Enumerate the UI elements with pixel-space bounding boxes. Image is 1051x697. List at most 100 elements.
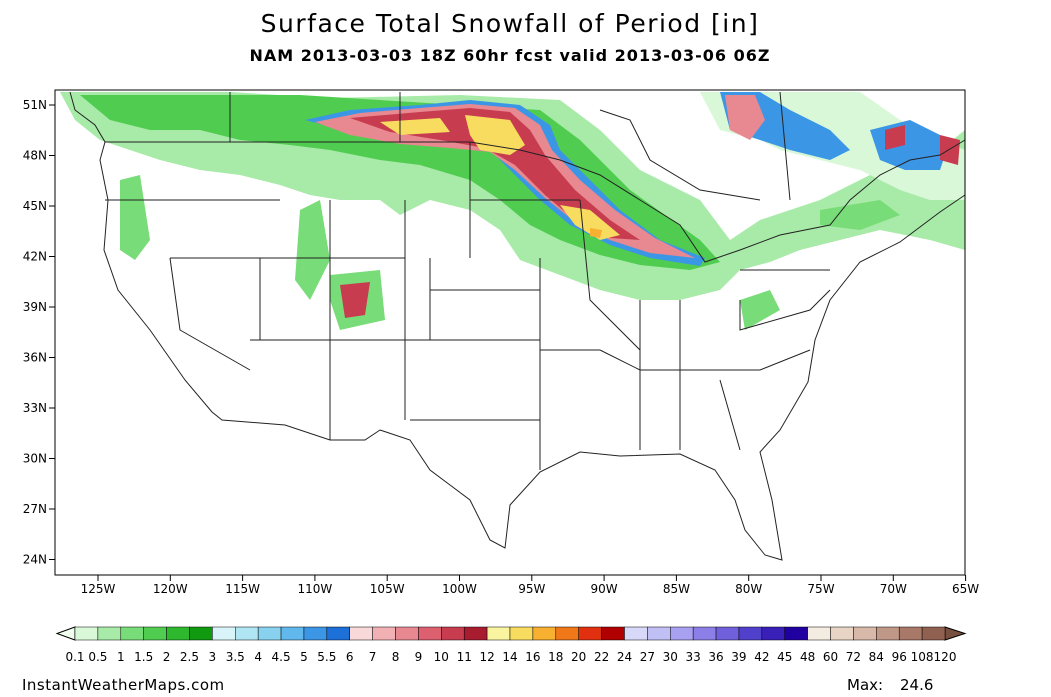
colorbar-label: 7 bbox=[369, 650, 377, 664]
colorbar-box bbox=[876, 626, 900, 641]
snow-area-green bbox=[120, 175, 900, 330]
colorbar-label: 22 bbox=[594, 650, 609, 664]
colorbar-box bbox=[120, 626, 144, 641]
colorbar-label: 45 bbox=[777, 650, 792, 664]
colorbar-label: 1.5 bbox=[134, 650, 153, 664]
colorbar-box bbox=[97, 626, 122, 641]
colorbar-label: 36 bbox=[708, 650, 723, 664]
colorbar-label: 120 bbox=[934, 650, 957, 664]
colorbar-label: 20 bbox=[571, 650, 586, 664]
lon-label: 85W bbox=[663, 582, 690, 596]
lat-label: 51N bbox=[23, 98, 47, 112]
colorbar-label: 18 bbox=[548, 650, 563, 664]
lat-label: 36N bbox=[23, 351, 47, 365]
colorbar-box bbox=[441, 626, 465, 641]
colorbar-label: 30 bbox=[663, 650, 678, 664]
lon-label: 65W bbox=[952, 582, 979, 596]
lon-label: 95W bbox=[518, 582, 545, 596]
colorbar-label: 4.5 bbox=[272, 650, 291, 664]
snow-area-blue bbox=[720, 92, 950, 170]
colorbar-box bbox=[257, 626, 282, 641]
lat-label: 45N bbox=[23, 199, 47, 213]
province-lines bbox=[229, 91, 791, 201]
lat-axis: 51N 48N 45N 42N 39N 36N 33N 30N 27N 24N bbox=[23, 98, 55, 567]
colorbar-label: 108 bbox=[911, 650, 934, 664]
colorbar-box bbox=[807, 626, 831, 641]
colorbar-box bbox=[418, 626, 442, 641]
colorbar-box bbox=[715, 626, 740, 641]
colorbar-under bbox=[55, 626, 76, 641]
colorbar-box bbox=[555, 626, 579, 641]
colorbar-label: 3.5 bbox=[226, 650, 245, 664]
lon-label: 75W bbox=[807, 582, 834, 596]
colorbar-box bbox=[143, 626, 167, 641]
lon-label: 70W bbox=[880, 582, 907, 596]
max-label: Max: bbox=[847, 676, 883, 693]
colorbar-box bbox=[303, 626, 328, 641]
snowfall-shading bbox=[60, 92, 965, 330]
colorbar-box bbox=[235, 626, 259, 641]
max-value: 24.6 bbox=[900, 676, 933, 693]
lat-label: 30N bbox=[23, 452, 47, 466]
snow-area-orange bbox=[590, 228, 602, 238]
colorbar-box bbox=[830, 626, 854, 641]
colorbar-label: 10 bbox=[434, 650, 449, 664]
colorbar-box bbox=[738, 626, 763, 641]
state-lines bbox=[105, 142, 831, 470]
colorbar-box bbox=[463, 626, 488, 641]
colorbar-box bbox=[784, 626, 808, 641]
colorbar-label: 72 bbox=[846, 650, 861, 664]
colorbar-box bbox=[349, 626, 373, 641]
map-frame bbox=[54, 89, 966, 576]
colorbar-label: 33 bbox=[686, 650, 701, 664]
lat-label: 33N bbox=[23, 401, 47, 415]
colorbar-box bbox=[647, 626, 671, 641]
colorbar-label: 2 bbox=[163, 650, 171, 664]
lon-label: 115W bbox=[225, 582, 260, 596]
colorbar-label: 0.1 bbox=[65, 650, 84, 664]
border bbox=[105, 139, 966, 263]
colorbar-label: 96 bbox=[892, 650, 907, 664]
snow-area-green bbox=[80, 95, 720, 270]
lat-label: 48N bbox=[23, 149, 47, 163]
lat-label: 42N bbox=[23, 250, 47, 264]
colorbar-box bbox=[761, 626, 785, 641]
colorbar-box bbox=[74, 626, 99, 641]
colorbar-box bbox=[486, 626, 511, 641]
lat-label: 27N bbox=[23, 502, 47, 516]
lon-axis: 125W 120W 115W 110W 105W 100W 95W 90W 85W 80W 75W 7… bbox=[81, 575, 979, 596]
colorbar-box bbox=[624, 626, 648, 641]
colorbar-label: 84 bbox=[869, 650, 884, 664]
colorbar-label: 11 bbox=[457, 650, 472, 664]
colorbar-label: 9 bbox=[415, 650, 423, 664]
colorbar-label: 14 bbox=[502, 650, 517, 664]
colorbar-label: 60 bbox=[823, 650, 838, 664]
colorbar-label: 5.5 bbox=[317, 650, 336, 664]
colorbar-label: 48 bbox=[800, 650, 815, 664]
colorbar-box bbox=[326, 626, 350, 641]
snow-area-yellow bbox=[380, 115, 620, 240]
colorbar-box bbox=[212, 626, 236, 641]
colorbar-box bbox=[670, 626, 694, 641]
colorbar-box bbox=[189, 626, 213, 641]
colorbar: 0.1 0.5 1 1.5 2 2.5 3 3.5 4 4.5 5 5.5 6 7 8 9 10 11 12 14 16… bbox=[55, 626, 967, 664]
colorbar-box bbox=[372, 626, 396, 641]
colorbar-label: 12 bbox=[479, 650, 494, 664]
colorbar-box bbox=[692, 626, 717, 641]
subtitle: NAM 2013-03-03 18Z 60hr fcst valid 2013-… bbox=[250, 46, 771, 65]
lat-label: 24N bbox=[23, 553, 47, 567]
lon-label: 125W bbox=[81, 582, 116, 596]
colorbar-label: 0.5 bbox=[88, 650, 107, 664]
colorbar-label: 24 bbox=[617, 650, 632, 664]
colorbar-label: 3 bbox=[209, 650, 217, 664]
lon-label: 110W bbox=[298, 582, 333, 596]
lon-label: 90W bbox=[591, 582, 618, 596]
colorbar-box bbox=[921, 626, 946, 641]
colorbar-box bbox=[280, 626, 305, 641]
boundaries bbox=[69, 91, 966, 561]
lon-label: 105W bbox=[370, 582, 405, 596]
source: InstantWeatherMaps.com bbox=[22, 676, 225, 693]
lon-label: 120W bbox=[153, 582, 188, 596]
colorbar-box bbox=[532, 626, 557, 641]
